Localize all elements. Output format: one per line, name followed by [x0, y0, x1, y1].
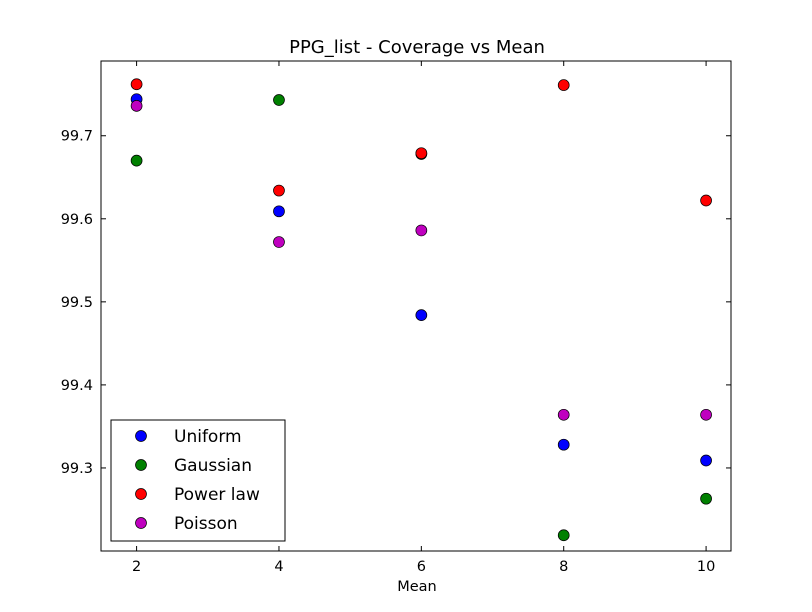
data-point-power-law [557, 79, 570, 91]
chart-title: PPG_list - Coverage vs Mean [289, 37, 545, 58]
data-point-poisson [415, 224, 428, 237]
legend-label-gaussian: Gaussian [174, 456, 252, 476]
plot-area: 2 4 6 8 10 99.3 99.4 99.5 99.6 99.7 Uniform Gaussia… [61, 60, 732, 575]
data-point-power-law [130, 78, 143, 91]
x-tick-label: 10 [697, 559, 715, 575]
data-point-gaussian [273, 94, 285, 106]
legend-marker-poisson [135, 517, 147, 529]
data-point-uniform [557, 438, 570, 451]
data-point-gaussian [557, 529, 570, 542]
y-tick-label: 99.3 [61, 461, 93, 477]
legend-marker-gaussian [135, 459, 147, 471]
data-point-gaussian [700, 492, 712, 505]
data-point-poisson [130, 99, 143, 112]
y-tick-label: 99.7 [61, 129, 93, 145]
x-tick-label: 4 [274, 559, 283, 575]
legend-label-power-law: Power law [174, 485, 260, 505]
data-point-uniform [700, 454, 712, 467]
data-point-poisson [700, 408, 712, 421]
legend-marker-uniform [135, 430, 147, 442]
x-axis-label: Mean [397, 579, 437, 595]
y-tick-label: 99.6 [61, 212, 93, 228]
data-point-power-law [700, 194, 712, 207]
data-point-power-law [415, 147, 428, 160]
y-tick-label: 99.5 [61, 295, 93, 311]
legend-label-uniform: Uniform [174, 427, 242, 447]
data-point-power-law [273, 184, 285, 197]
y-tick-label: 99.4 [61, 378, 93, 394]
x-tick-label: 6 [417, 559, 426, 575]
data-point-uniform [415, 309, 428, 321]
data-point-poisson [557, 408, 570, 421]
data-point-gaussian [130, 154, 143, 167]
legend-marker-power-law [135, 488, 147, 500]
legend-label-poisson: Poisson [174, 514, 238, 534]
data-point-poisson [273, 236, 285, 248]
plot-frame [100, 60, 732, 552]
x-tick-label: 8 [559, 559, 568, 575]
x-tick-label: 2 [132, 559, 141, 575]
data-point-uniform [273, 205, 285, 218]
